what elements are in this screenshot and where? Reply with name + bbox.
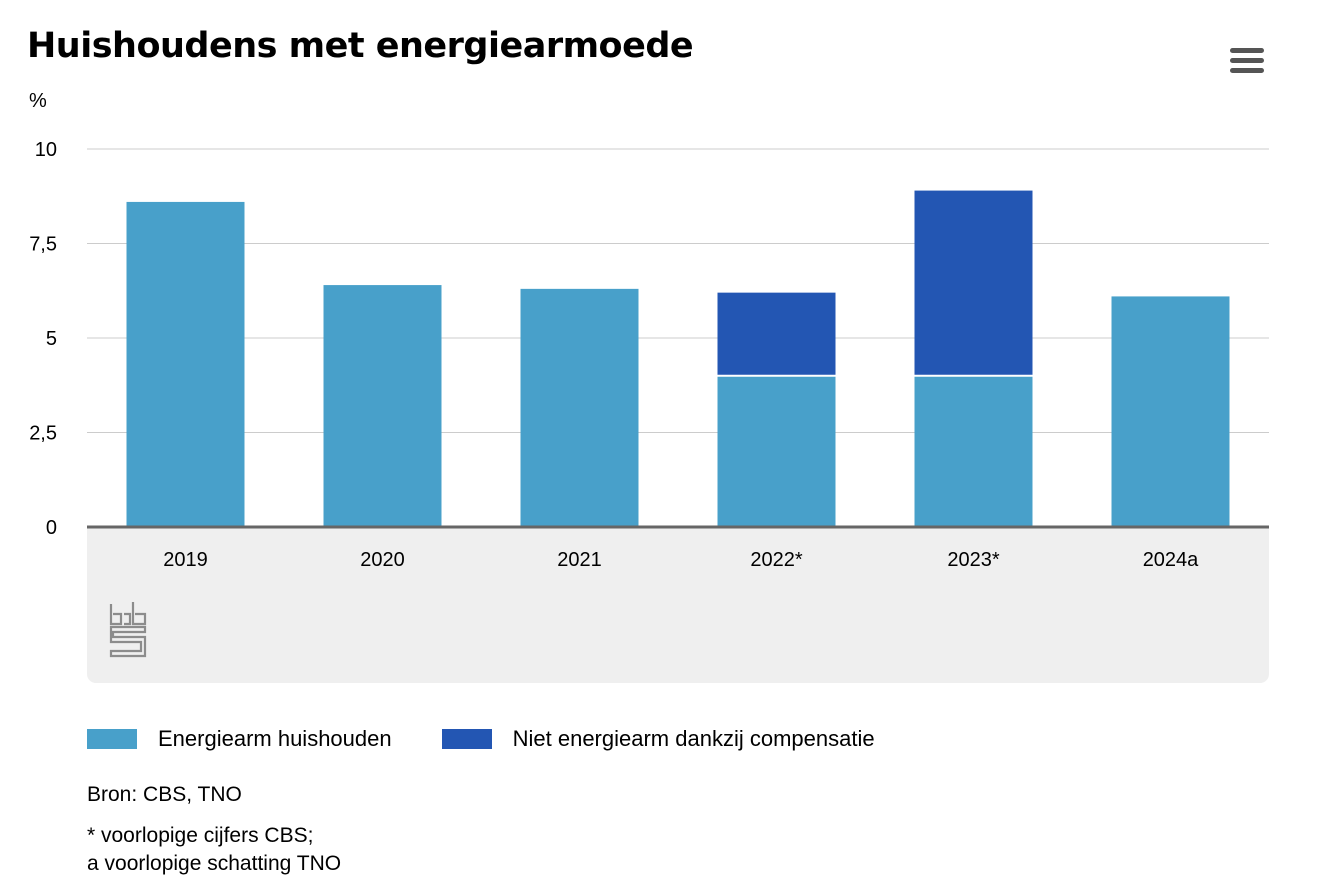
bar-2020-energiearm[interactable] (323, 285, 442, 527)
bar-2022*-energiearm[interactable] (717, 375, 836, 527)
y-tick-label: 0 (46, 517, 57, 539)
y-axis-unit: % (29, 90, 47, 112)
x-tick-label: 2022* (750, 549, 802, 571)
y-tick-label: 2,5 (29, 423, 57, 445)
legend: Energiearm huishouden Niet energiearm da… (87, 726, 925, 752)
menu-button[interactable] (1228, 46, 1266, 76)
footnotes: * voorlopige cijfers CBS; a voorlopige s… (87, 822, 341, 878)
x-tick-label: 2021 (557, 549, 602, 571)
y-tick-label: 10 (35, 139, 57, 161)
chart-title: Huishoudens met energiearmoede (27, 26, 694, 66)
y-tick-label: 5 (46, 328, 57, 350)
x-tick-label: 2020 (360, 549, 405, 571)
footnote: a voorlopige schatting TNO (87, 852, 342, 875)
source-note: Bron: CBS, TNO (87, 783, 242, 806)
bar-2023*-energiearm[interactable] (914, 375, 1033, 527)
footnote: * voorlopige cijfers CBS; (87, 824, 314, 847)
bar-2019-energiearm[interactable] (126, 201, 245, 528)
legend-label: Energiearm huishouden (158, 726, 392, 751)
x-axis-panel (87, 527, 1269, 683)
legend-swatch (87, 729, 137, 749)
x-tick-label: 2019 (163, 549, 208, 571)
bar-2022*-compensatie[interactable] (717, 292, 836, 376)
bar-2023*-compensatie[interactable] (914, 190, 1033, 376)
x-tick-label: 2023* (947, 549, 999, 571)
bar-2021-energiearm[interactable] (520, 288, 639, 527)
bar-chart: 0 2,5 5 7,5 10 2019 2020 2021 2022* 2023* 2024a (29, 139, 1269, 683)
hamburger-icon-bar (1230, 48, 1264, 53)
hamburger-icon-bar (1230, 68, 1264, 73)
bar-2024a-energiearm[interactable] (1111, 296, 1230, 527)
legend-item-compensatie[interactable]: Niet energiearm dankzij compensatie (441, 726, 875, 752)
x-tick-label: 2024a (1143, 549, 1199, 571)
legend-item-energiearm[interactable]: Energiearm huishouden (87, 726, 392, 752)
y-tick-label: 7,5 (29, 234, 57, 256)
cbs-logo-icon (109, 602, 147, 658)
legend-swatch (441, 729, 492, 749)
hamburger-icon-bar (1230, 58, 1264, 63)
legend-label: Niet energiearm dankzij compensatie (512, 726, 875, 751)
